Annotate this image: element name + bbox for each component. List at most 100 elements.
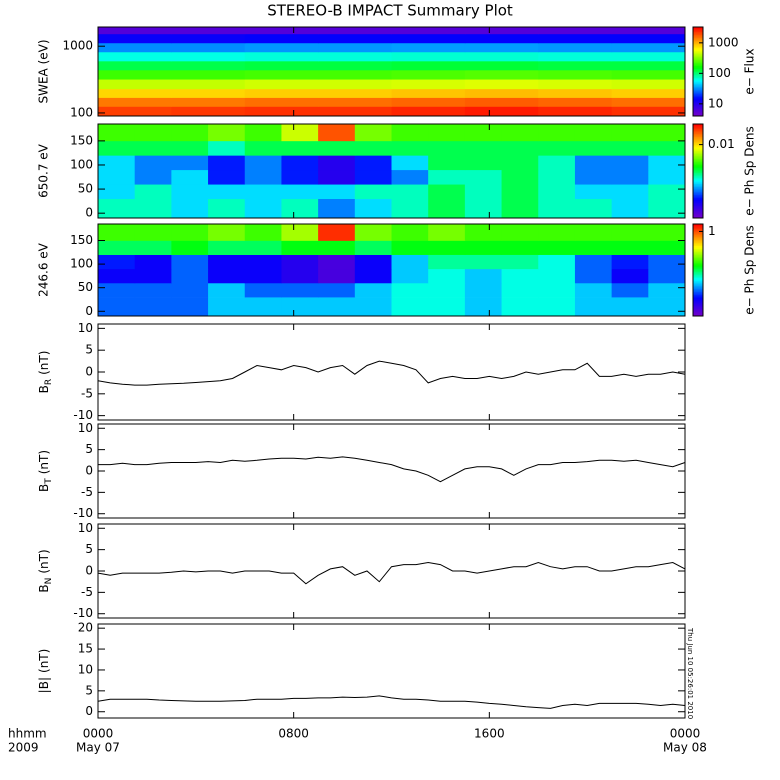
colorbar-swatch [693, 149, 703, 152]
y-tick-label: 150 [70, 133, 93, 147]
colorbar-swatch [693, 35, 703, 38]
colorbar-swatch [693, 243, 703, 246]
heatmap-cell [648, 124, 686, 142]
heatmap-cell [428, 224, 466, 241]
heatmap-cell [171, 27, 246, 35]
y-tick-label: 10 [78, 662, 93, 676]
heatmap-cell [464, 61, 539, 71]
heatmap-cell [98, 51, 172, 62]
colorbar-swatch [693, 194, 703, 197]
colorbar-swatch [693, 308, 703, 311]
colorbar-swatch [693, 205, 703, 208]
colorbar-swatch [693, 277, 703, 280]
heatmap-cell [208, 184, 246, 200]
heatmap-cell [244, 155, 282, 171]
colorbar-swatch [693, 169, 703, 172]
y-label-sub: R [44, 379, 54, 385]
colorbar-swatch [693, 216, 703, 219]
colorbar-swatch [693, 174, 703, 177]
heatmap-cell [354, 198, 392, 219]
heatmap-cell [98, 297, 136, 317]
colorbar-swatch [693, 158, 703, 161]
colorbar-swatch [693, 41, 703, 44]
heatmap-cell [391, 106, 466, 117]
colorbar-swatch [693, 270, 703, 273]
y-tick-label: -10 [73, 606, 93, 620]
heatmap-cell [464, 169, 503, 185]
heatmap-cell [318, 224, 356, 241]
heatmap-cell [574, 282, 613, 298]
y-tick-label: 0 [85, 564, 93, 578]
y-label-sub: T [44, 478, 54, 485]
y-axis-label: |B| (nT) [37, 649, 51, 694]
heatmap-cell [171, 254, 209, 270]
heatmap-cell [318, 33, 392, 44]
colorbar-swatch [693, 247, 703, 250]
heatmap-cell [391, 297, 429, 317]
colorbar-swatch [693, 294, 703, 297]
heatmap-cell [354, 124, 392, 142]
colorbar-frame [692, 26, 704, 117]
heatmap-cell [171, 88, 246, 98]
colorbar-swatch [693, 256, 703, 259]
colorbar-swatch [693, 228, 703, 231]
heatmap-cell [318, 184, 356, 200]
heatmap-cell [318, 297, 356, 317]
heatmap-cell [538, 254, 576, 270]
heatmap-cell [98, 70, 172, 80]
x-tick-label: 0000 [670, 727, 701, 741]
heatmap-cell [318, 169, 356, 185]
colorbar-swatch [693, 240, 703, 243]
heatmap-cell [134, 140, 172, 156]
y-label-base: B [37, 484, 51, 492]
heatmap-cell [391, 155, 429, 171]
colorbar-swatch [693, 288, 703, 291]
heatmap-cell [538, 184, 576, 200]
heatmap-cell [281, 224, 319, 241]
colorbar-swatch [693, 98, 703, 101]
y-tick-label: 15 [78, 642, 93, 656]
heatmap-cell [501, 254, 539, 270]
colorbar-swatch [693, 74, 703, 77]
colorbar-swatch [693, 185, 703, 188]
colorbar-swatch [693, 199, 703, 202]
heatmap-cell [574, 124, 613, 142]
heatmap-cell [134, 268, 172, 284]
heatmap-cell [244, 224, 282, 241]
heatmap-cell [391, 198, 429, 219]
heatmap-cell [281, 268, 319, 284]
heatmap-cell [98, 282, 136, 298]
colorbar-swatch [693, 189, 703, 192]
colorbar-swatch [693, 99, 703, 102]
heatmap-cell [244, 70, 319, 80]
y-axis-label: BR (nT) [37, 351, 54, 394]
heatmap-cell [244, 61, 319, 71]
heatmap-cell [171, 240, 209, 255]
heatmap-cell [134, 155, 172, 171]
colorbar-swatch [693, 225, 703, 228]
colorbar-swatch [693, 214, 703, 217]
y-axis-label: BT (nT) [37, 450, 54, 492]
colorbar-swatch [693, 47, 703, 50]
colorbar-swatch [693, 231, 703, 234]
y-tick-label: 5 [85, 683, 93, 697]
heatmap-cell [538, 240, 576, 255]
heatmap-cell [134, 282, 172, 298]
heatmap-cell [208, 297, 246, 317]
colorbar-swatch [693, 81, 703, 84]
heatmap-cell [501, 155, 539, 171]
colorbar-swatch [693, 306, 703, 309]
heatmap-cell [611, 198, 649, 219]
heatmap-cell [501, 140, 539, 156]
heatmap-cell [244, 254, 282, 270]
heatmap-cell [501, 297, 539, 317]
colorbar-swatch [693, 202, 703, 205]
heatmap-cell [171, 97, 246, 107]
heatmap-cell [244, 240, 282, 255]
heatmap-cell [244, 51, 319, 62]
colorbar-swatch [693, 233, 703, 236]
colorbar-swatch [693, 237, 703, 240]
y-label-unit: (nT) [37, 549, 51, 573]
colorbar-swatch [693, 93, 703, 96]
heatmap-cell [538, 297, 576, 317]
